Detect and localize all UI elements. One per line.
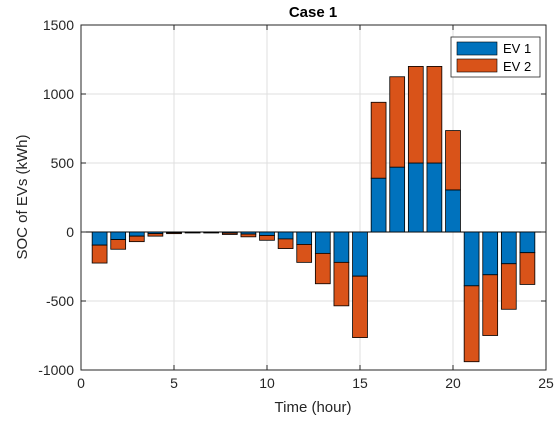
- bar-ev1: [370, 177, 387, 233]
- bar-ev1: [445, 189, 461, 233]
- bar-ev2: [500, 263, 517, 310]
- bar-ev1: [463, 231, 480, 287]
- bar-ev2: [389, 76, 406, 168]
- bar-ev2: [482, 274, 499, 336]
- bar-ev1: [500, 231, 517, 265]
- legend-swatch-ev2: [456, 58, 498, 73]
- bar-ev2: [426, 66, 443, 164]
- legend-label-ev2: EV 2: [503, 59, 531, 74]
- x-tick-label: 15: [352, 375, 368, 391]
- bar-ev1: [110, 231, 127, 240]
- bar-ev1: [352, 231, 368, 277]
- bar-ev1: [519, 231, 536, 254]
- bar-ev1: [407, 162, 424, 233]
- bar-ev2: [333, 261, 350, 307]
- bar-ev1: [314, 231, 331, 254]
- y-tick-label: 1500: [43, 17, 74, 33]
- bars: [91, 66, 536, 363]
- x-ticks: 0 5 10 15 20 25: [77, 25, 554, 391]
- bar-ev2: [519, 252, 536, 285]
- y-tick-label: -1000: [38, 362, 74, 378]
- bar-ev2: [296, 244, 313, 263]
- x-axis-label: Time (hour): [275, 399, 352, 416]
- bar-ev2: [184, 232, 201, 234]
- y-tick-label: 1000: [43, 86, 74, 102]
- bar-ev1: [91, 231, 108, 246]
- y-tick-label: 500: [51, 155, 75, 171]
- legend-label-ev1: EV 1: [503, 41, 531, 56]
- y-tick-label: -500: [46, 293, 74, 309]
- x-tick-label: 0: [77, 375, 85, 391]
- bar-ev1: [482, 231, 499, 276]
- y-tick-label: 0: [66, 224, 74, 240]
- bar-ev2: [445, 130, 461, 191]
- chart-title: Case 1: [289, 4, 337, 21]
- bar-ev1: [128, 231, 145, 237]
- y-ticks: -1000 -500 0 500 1000 1500: [38, 17, 546, 378]
- bar-ev2: [203, 232, 220, 234]
- bar-ev1: [296, 231, 313, 245]
- x-tick-label: 20: [445, 375, 461, 391]
- legend-swatch-ev1: [456, 41, 498, 56]
- bar-ev1: [426, 162, 443, 233]
- bar-ev2: [463, 285, 480, 363]
- bar-ev2: [147, 233, 164, 237]
- bar-ev2: [110, 239, 127, 250]
- x-tick-label: 10: [259, 375, 275, 391]
- bar-ev2: [128, 235, 145, 243]
- bar-ev2: [314, 252, 331, 285]
- x-tick-label: 5: [170, 375, 178, 391]
- x-tick-label: 25: [538, 375, 554, 391]
- bar-ev2: [240, 233, 257, 238]
- bar-ev1: [389, 166, 406, 233]
- bar-ev2: [259, 235, 275, 241]
- bar-ev1: [277, 231, 294, 240]
- legend: EV 1 EV 2: [450, 36, 541, 78]
- y-axis-label: SOC of EVs (kWh): [14, 134, 31, 259]
- bar-ev1: [259, 231, 275, 236]
- bar-ev2: [407, 66, 424, 164]
- bar-ev2: [277, 238, 294, 249]
- bar-ev2: [91, 244, 108, 264]
- bar-ev2: [370, 101, 387, 179]
- bar-ev2: [221, 232, 238, 235]
- bar-ev1: [333, 231, 350, 263]
- bar-ev2: [352, 275, 368, 338]
- plot-frame: [80, 24, 547, 371]
- bar-ev2: [166, 232, 182, 235]
